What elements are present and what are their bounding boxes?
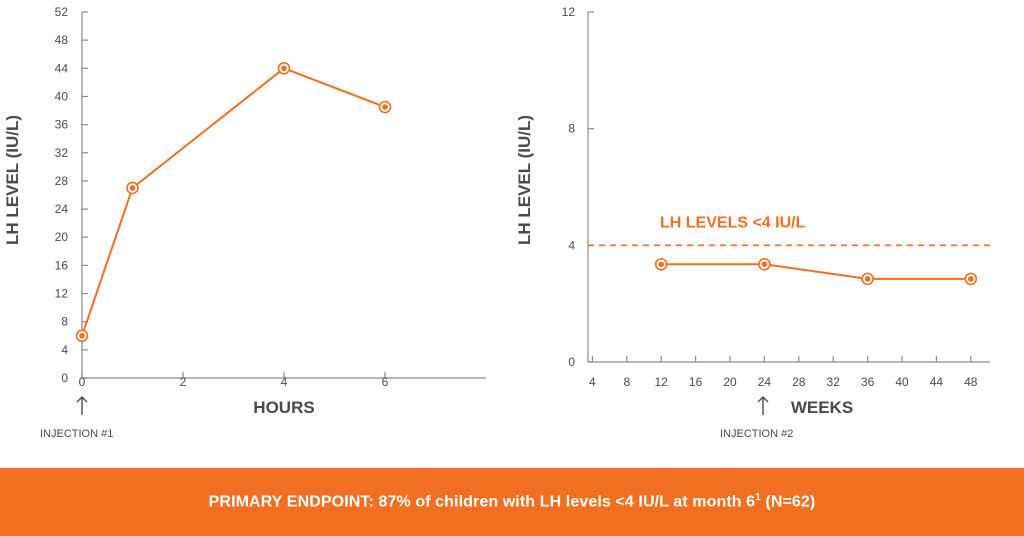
data-point bbox=[382, 104, 388, 110]
x-tick-label: 32 bbox=[827, 375, 841, 389]
series-line bbox=[81, 67, 386, 337]
y-tick-label: 0 bbox=[61, 371, 68, 385]
x-tick-label: 8 bbox=[623, 375, 630, 389]
x-tick-label: 12 bbox=[655, 375, 669, 389]
x-tick-label: 48 bbox=[964, 375, 978, 389]
y-tick-label: 20 bbox=[55, 230, 69, 244]
x-axis-title: WEEKS bbox=[791, 398, 853, 417]
data-point bbox=[968, 276, 974, 282]
data-point bbox=[864, 276, 871, 282]
y-axis-title: LH LEVEL (IU/L) bbox=[3, 115, 22, 245]
x-tick-label: 28 bbox=[792, 375, 806, 389]
x-tick-label: 36 bbox=[861, 375, 875, 389]
x-tick-label: 0 bbox=[79, 375, 86, 389]
data-point bbox=[129, 185, 136, 191]
y-tick-label: 24 bbox=[55, 202, 69, 216]
y-tick-label: 0 bbox=[568, 355, 575, 369]
y-tick-label: 16 bbox=[55, 258, 69, 272]
x-tick-label: 2 bbox=[180, 375, 187, 389]
x-tick-label: 24 bbox=[758, 375, 772, 389]
up-arrow-icon bbox=[757, 396, 769, 415]
up-arrow-icon bbox=[76, 396, 88, 415]
y-tick-label: 32 bbox=[55, 146, 69, 160]
primary-endpoint-banner: PRIMARY ENDPOINT: 87% of children with L… bbox=[0, 468, 1024, 536]
threshold-label: LH LEVELS <4 IU/L bbox=[660, 214, 806, 231]
y-tick-label: 40 bbox=[55, 89, 69, 103]
x-tick-label: 44 bbox=[930, 375, 944, 389]
y-tick-label: 52 bbox=[55, 5, 69, 19]
banner-main-text: PRIMARY ENDPOINT: 87% of children with L… bbox=[208, 493, 756, 511]
y-tick-label: 44 bbox=[55, 61, 69, 75]
data-point bbox=[658, 261, 664, 268]
data-point bbox=[761, 261, 768, 268]
series-line bbox=[661, 263, 971, 280]
y-tick-label: 12 bbox=[55, 287, 69, 301]
injection-label: INJECTION #1 bbox=[40, 428, 113, 440]
banner-suffix: (N=62) bbox=[760, 493, 816, 511]
banner-text: PRIMARY ENDPOINT: 87% of children with L… bbox=[209, 492, 816, 511]
y-tick-label: 28 bbox=[55, 174, 69, 188]
x-tick-label: 4 bbox=[589, 375, 596, 389]
data-point bbox=[281, 65, 287, 72]
injection-label: INJECTION #2 bbox=[720, 428, 793, 440]
y-tick-label: 12 bbox=[562, 5, 576, 19]
y-tick-label: 4 bbox=[568, 238, 575, 252]
banner-superscript: 1 bbox=[755, 492, 761, 504]
x-axis-title: HOURS bbox=[253, 398, 314, 417]
x-tick-label: 20 bbox=[723, 375, 737, 389]
y-tick-label: 8 bbox=[61, 315, 68, 329]
x-tick-label: 40 bbox=[895, 375, 909, 389]
y-tick-label: 4 bbox=[61, 343, 68, 357]
y-tick-label: 8 bbox=[568, 122, 575, 136]
x-tick-label: 4 bbox=[281, 375, 288, 389]
data-point bbox=[79, 332, 85, 339]
y-axis-title: LH LEVEL (IU/L) bbox=[515, 115, 534, 245]
x-tick-label: 6 bbox=[382, 375, 389, 389]
y-tick-label: 48 bbox=[55, 33, 69, 47]
y-tick-label: 36 bbox=[55, 118, 69, 132]
x-tick-label: 16 bbox=[689, 375, 703, 389]
